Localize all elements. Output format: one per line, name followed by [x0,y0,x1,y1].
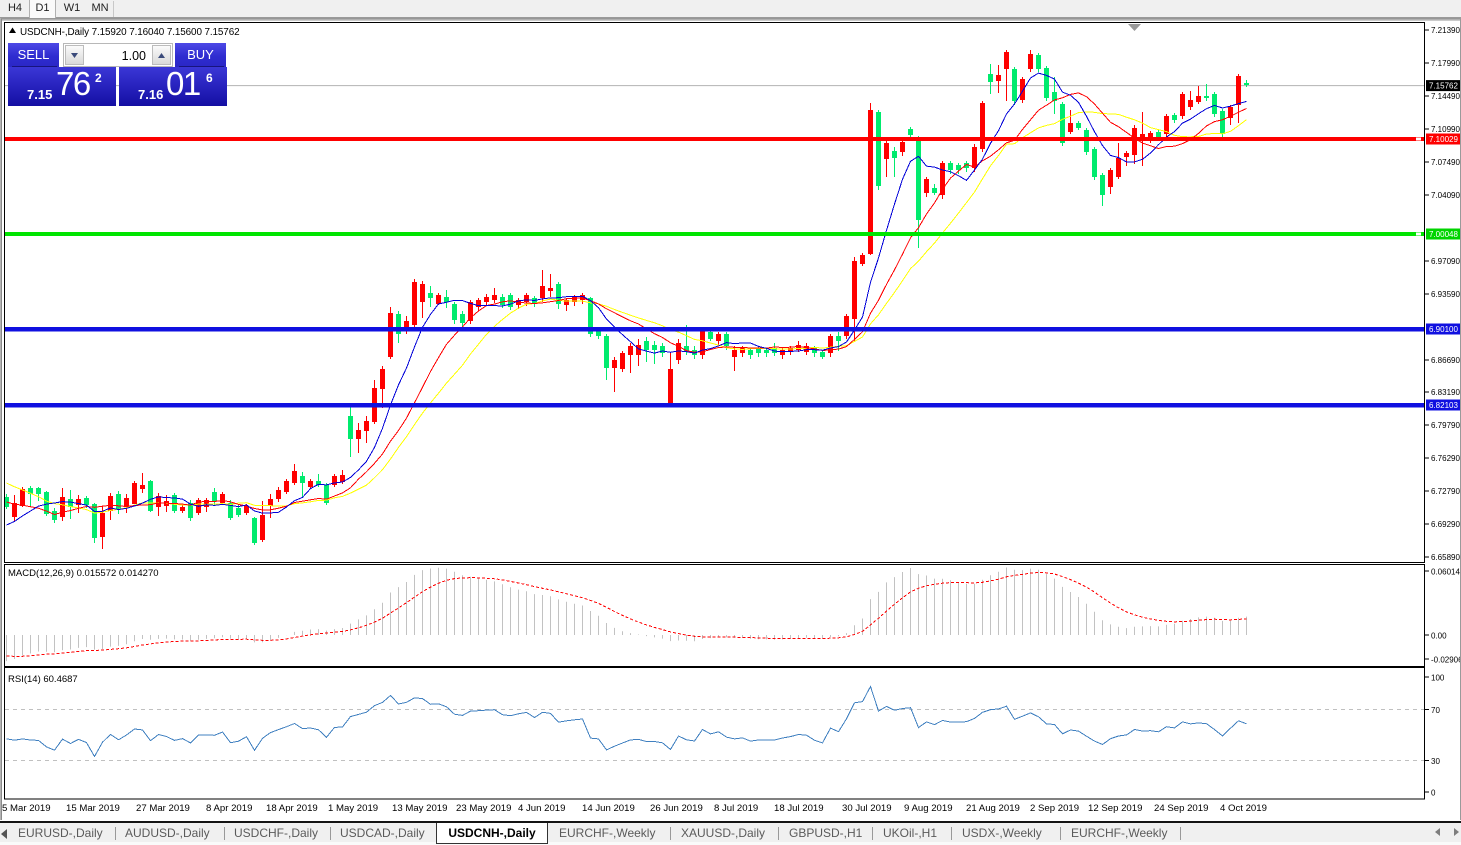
svg-text:6.65890: 6.65890 [1431,553,1460,562]
svg-text:MACD(12,26,9) 0.015572 0.01427: MACD(12,26,9) 0.015572 0.014270 [8,568,159,579]
svg-text:-0.029066: -0.029066 [1431,656,1461,665]
svg-text:30 Jul 2019: 30 Jul 2019 [842,803,892,814]
svg-text:5 Mar 2019: 5 Mar 2019 [2,803,51,814]
svg-text:9 Aug 2019: 9 Aug 2019 [904,803,953,814]
svg-text:8 Jul 2019: 8 Jul 2019 [714,803,758,814]
svg-text:6.79790: 6.79790 [1431,421,1460,430]
svg-text:0.00: 0.00 [1431,632,1447,641]
svg-text:7.07490: 7.07490 [1431,158,1460,167]
svg-text:7.04090: 7.04090 [1431,191,1460,200]
svg-text:12 Sep 2019: 12 Sep 2019 [1088,803,1142,814]
svg-text:8 Apr 2019: 8 Apr 2019 [206,803,252,814]
svg-text:4 Oct 2019: 4 Oct 2019 [1220,803,1267,814]
svg-text:6.97090: 6.97090 [1431,257,1460,266]
svg-text:6.82103: 6.82103 [1429,401,1458,410]
svg-text:70: 70 [1431,706,1440,715]
svg-text:24 Sep 2019: 24 Sep 2019 [1154,803,1208,814]
svg-text:7.00048: 7.00048 [1429,230,1458,239]
svg-text:21 Aug 2019: 21 Aug 2019 [966,803,1020,814]
svg-text:USDCNH-,Daily 7.15920 7.16040: USDCNH-,Daily 7.15920 7.16040 7.15600 7.… [20,27,239,38]
svg-text:6.93590: 6.93590 [1431,290,1460,299]
svg-text:7.10029: 7.10029 [1429,135,1458,144]
svg-text:7.17990: 7.17990 [1431,59,1460,68]
svg-text:1 May 2019: 1 May 2019 [328,803,378,814]
svg-text:13 May 2019: 13 May 2019 [392,803,447,814]
svg-text:7.10990: 7.10990 [1431,125,1460,134]
svg-text:26 Jun 2019: 26 Jun 2019 [650,803,703,814]
svg-text:15 Mar 2019: 15 Mar 2019 [66,803,120,814]
svg-text:6.86690: 6.86690 [1431,356,1460,365]
svg-text:6.76290: 6.76290 [1431,454,1460,463]
svg-text:7.21390: 7.21390 [1431,26,1460,35]
svg-text:RSI(14) 60.4687: RSI(14) 60.4687 [8,674,78,685]
svg-text:30: 30 [1431,757,1440,766]
svg-text:14 Jun 2019: 14 Jun 2019 [582,803,635,814]
svg-text:23 May 2019: 23 May 2019 [456,803,511,814]
svg-text:6.83190: 6.83190 [1431,388,1460,397]
svg-text:100: 100 [1431,674,1445,683]
svg-text:18 Jul 2019: 18 Jul 2019 [774,803,824,814]
svg-text:27 Mar 2019: 27 Mar 2019 [136,803,190,814]
svg-text:6.72790: 6.72790 [1431,487,1460,496]
svg-text:0.060146: 0.060146 [1431,568,1461,577]
svg-text:0: 0 [1431,789,1436,798]
svg-text:6.69290: 6.69290 [1431,520,1460,529]
svg-text:18 Apr 2019: 18 Apr 2019 [266,803,318,814]
svg-text:4 Jun 2019: 4 Jun 2019 [518,803,565,814]
svg-text:6.90100: 6.90100 [1429,325,1458,334]
svg-text:2 Sep 2019: 2 Sep 2019 [1030,803,1079,814]
svg-text:7.15762: 7.15762 [1429,82,1458,91]
svg-text:7.14490: 7.14490 [1431,92,1460,101]
